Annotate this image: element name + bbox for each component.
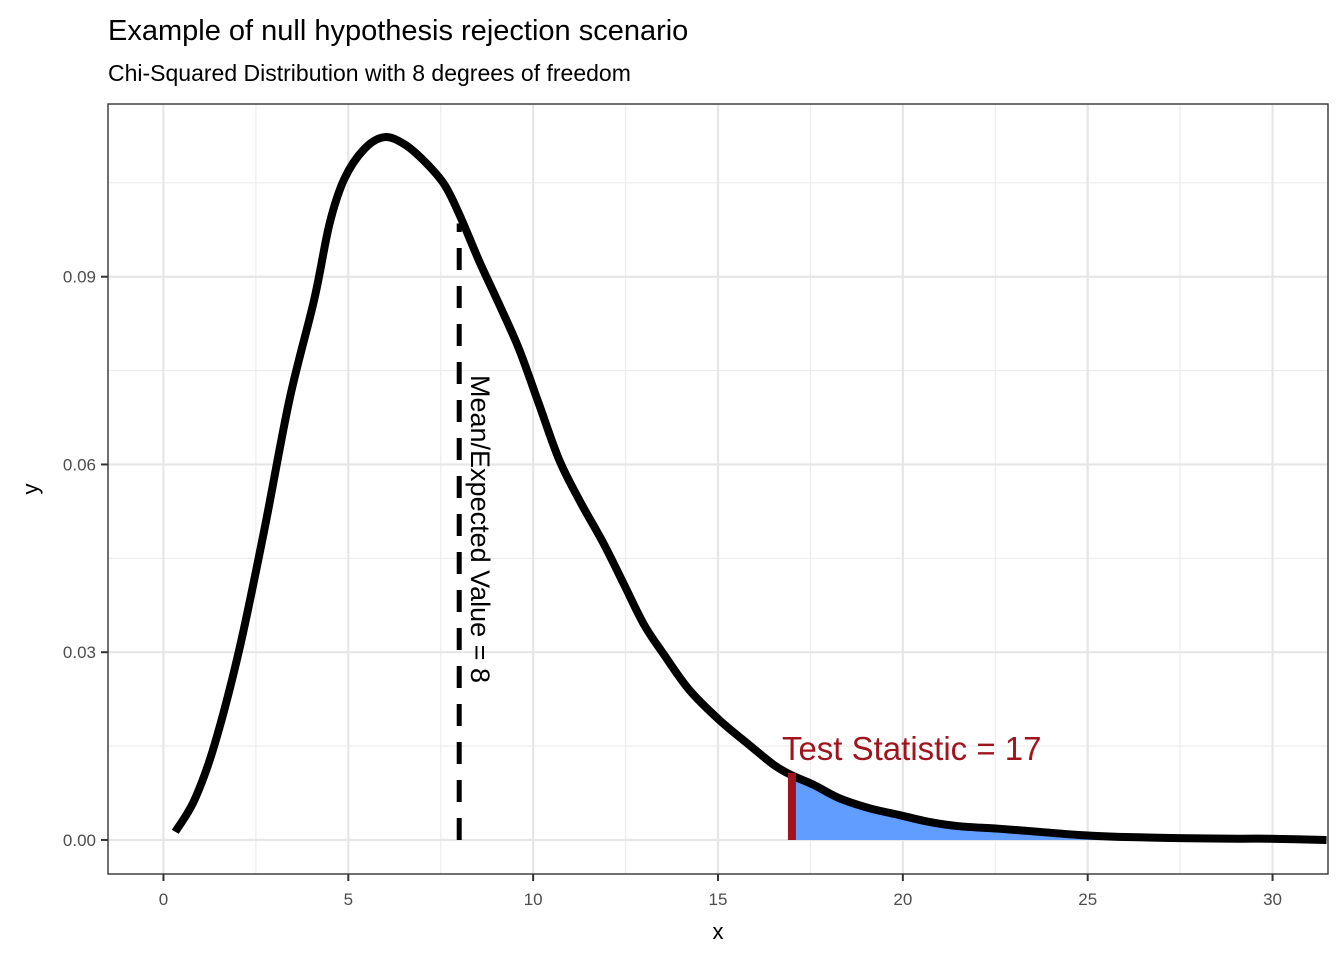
x-tick-label: 0 [159,890,168,909]
y-tick-label: 0.09 [63,268,96,287]
x-tick-label: 5 [344,890,353,909]
y-tick-label: 0.03 [63,643,96,662]
x-tick-label: 15 [709,890,728,909]
x-tick-label: 10 [524,890,543,909]
x-tick-label: 30 [1263,890,1282,909]
chart-title: Example of null hypothesis rejection sce… [108,15,688,47]
x-axis: 0 5 10 15 20 25 30 [159,874,1282,909]
mean-annotation: Mean/Expected Value = 8 [465,375,495,683]
chart-subtitle: Chi-Squared Distribution with 8 degrees … [108,60,631,86]
x-tick-label: 20 [893,890,912,909]
test-statistic-annotation: Test Statistic = 17 [782,730,1042,767]
y-tick-label: 0.06 [63,455,96,474]
grid-major [108,104,1328,874]
y-axis: 0.00 0.03 0.06 0.09 [63,268,108,850]
y-axis-title: y [18,484,43,495]
density-curve [171,133,1327,844]
y-tick-label: 0.00 [63,831,96,850]
x-axis-title: x [713,919,724,944]
x-tick-label: 25 [1078,890,1097,909]
